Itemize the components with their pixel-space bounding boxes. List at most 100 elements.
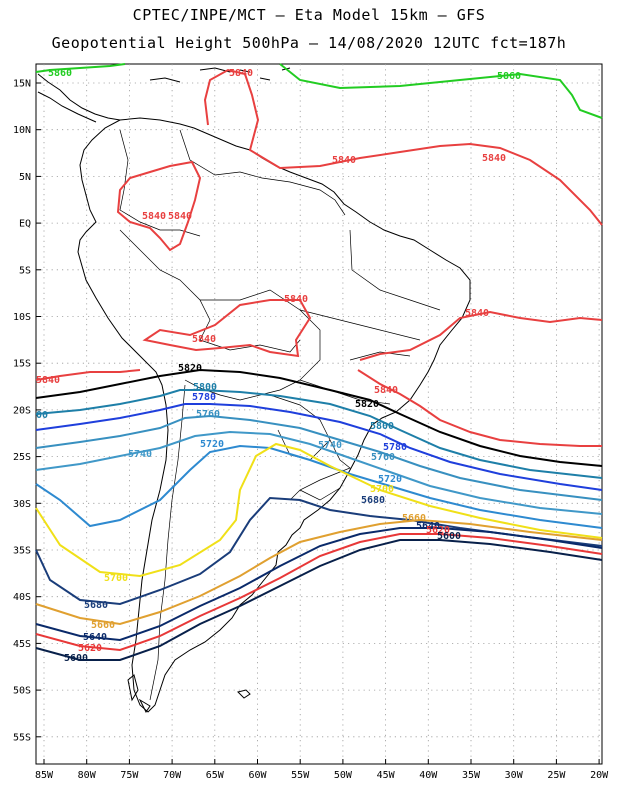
contour-5840-central bbox=[142, 299, 312, 358]
contour-5840-east bbox=[359, 310, 603, 361]
label-5760-west: 5760 bbox=[196, 409, 220, 420]
label-5820-east: 5820 bbox=[355, 399, 379, 410]
label-5840-pacific: 5840 bbox=[36, 375, 60, 386]
label-5740-west: 5740 bbox=[128, 449, 152, 460]
lat-label: EQ bbox=[19, 219, 31, 230]
label-5720-west: 5720 bbox=[200, 439, 224, 450]
label-5640-west: 5640 bbox=[83, 632, 107, 643]
lat-label: 10N bbox=[13, 125, 31, 136]
lat-label: 30S bbox=[13, 499, 31, 510]
contour-5840-north bbox=[203, 68, 603, 226]
south-america-coastline bbox=[77, 117, 471, 713]
label-5860-west: 5860 bbox=[48, 68, 72, 79]
caribbean-islands bbox=[149, 67, 291, 83]
label-5640-east: 5640 bbox=[416, 521, 440, 532]
lon-label: 75W bbox=[120, 770, 139, 781]
contour-5600 bbox=[35, 539, 603, 661]
lat-label: 15S bbox=[13, 359, 31, 370]
label-5840-bolivia: 5840 bbox=[192, 334, 216, 345]
lat-label: 25S bbox=[13, 452, 31, 463]
lon-label: 85W bbox=[35, 770, 54, 781]
longitude-labels: 85W 80W 75W 70W 65W 60W 55W 50W 45W 40W 35W 30W 25W 2… bbox=[35, 770, 609, 781]
lon-label: 70W bbox=[163, 770, 182, 781]
border-brazil-states bbox=[299, 229, 441, 405]
lat-label: 45S bbox=[13, 639, 31, 650]
label-5700-east: 5700 bbox=[370, 484, 394, 495]
label-5660-west: 5660 bbox=[91, 620, 115, 631]
contour-5860-north bbox=[279, 63, 603, 119]
contour-5720 bbox=[35, 444, 603, 529]
label-5680-east: 5680 bbox=[361, 495, 385, 506]
label-5760-east: 5760 bbox=[371, 452, 395, 463]
contour-5660 bbox=[35, 518, 603, 626]
label-5840-guianas: 5840 bbox=[332, 155, 356, 166]
contour-5780 bbox=[35, 403, 603, 491]
axis-ticks bbox=[36, 82, 600, 764]
contour-5860-west bbox=[35, 63, 126, 73]
contour-5840-amazon bbox=[116, 160, 202, 252]
contour-5740 bbox=[35, 430, 603, 515]
label-5860-east: 5860 bbox=[497, 71, 521, 82]
label-5840-amazon-b: 5840 bbox=[168, 211, 192, 222]
label-5740-central: 5740 bbox=[318, 440, 342, 451]
height-contours bbox=[35, 63, 603, 661]
label-5840-brazil: 5840 bbox=[284, 294, 308, 305]
lon-label: 25W bbox=[547, 770, 566, 781]
lon-label: 40W bbox=[419, 770, 438, 781]
label-5840-southeast: 5840 bbox=[374, 385, 398, 396]
lon-label: 60W bbox=[248, 770, 267, 781]
border-colombia bbox=[119, 129, 241, 237]
contour-5840-southeast bbox=[357, 369, 602, 447]
label-5700-west: 5700 bbox=[104, 573, 128, 584]
lon-label: 35W bbox=[462, 770, 481, 781]
lon-label: 50W bbox=[334, 770, 353, 781]
lon-label: 45W bbox=[377, 770, 396, 781]
falkland-islands bbox=[237, 689, 251, 699]
label-5840-amazon-a: 5840 bbox=[142, 211, 166, 222]
label-5840-atlantic: 5840 bbox=[482, 153, 506, 164]
central-america-coastline bbox=[37, 73, 121, 123]
label-5780-east: 5780 bbox=[383, 442, 407, 453]
label-5800-west: 5800 bbox=[193, 382, 217, 393]
label-5820-west: 5820 bbox=[178, 363, 202, 374]
lat-label: 50S bbox=[13, 686, 31, 697]
latitude-labels: 15N 10N 5N EQ 5S 10S 15S 20S 25S 30S 35S 40S 45S 50S 5… bbox=[13, 79, 31, 744]
lat-label: 55S bbox=[13, 732, 31, 743]
border-argentina-brazil bbox=[289, 439, 351, 501]
lat-label: 10S bbox=[13, 312, 31, 323]
label-5840-caribbean: 5840 bbox=[229, 68, 253, 79]
chile-islands bbox=[127, 674, 151, 713]
label-5600-west: 5600 bbox=[64, 653, 88, 664]
label-5660-east: 5660 bbox=[402, 513, 426, 524]
lon-label: 65W bbox=[206, 770, 225, 781]
label-5840-east-coast: 5840 bbox=[465, 308, 489, 319]
border-venezuela-brazil bbox=[239, 171, 346, 216]
lon-label: 55W bbox=[291, 770, 310, 781]
contour-5800 bbox=[35, 389, 603, 479]
coastline bbox=[37, 67, 471, 713]
contour-5700 bbox=[35, 442, 603, 578]
contour-labels: 5860 5860 5840 5840 5840 5840 5840 5840 … bbox=[36, 68, 521, 664]
contour-5760 bbox=[35, 414, 603, 501]
label-5720-east: 5720 bbox=[378, 474, 402, 485]
lat-label: 5N bbox=[19, 172, 31, 183]
label-5620-west: 5620 bbox=[78, 643, 102, 654]
label-5680-west: 5680 bbox=[84, 600, 108, 611]
lat-label: 35S bbox=[13, 546, 31, 557]
lat-label: 15N bbox=[13, 79, 31, 90]
contour-5640 bbox=[35, 527, 603, 642]
label-5800-east: 5800 bbox=[370, 421, 394, 432]
country-borders bbox=[119, 129, 441, 701]
contour-5620 bbox=[35, 533, 603, 652]
label-5620-east: 5620 bbox=[426, 525, 450, 536]
lon-label: 80W bbox=[78, 770, 97, 781]
lon-label: 30W bbox=[505, 770, 524, 781]
lon-label: 20W bbox=[590, 770, 609, 781]
lat-label: 5S bbox=[19, 265, 31, 276]
map-subtitle: Geopotential Height 500hPa – 14/08/2020 … bbox=[51, 34, 567, 52]
contour-5820 bbox=[35, 368, 603, 467]
contour-5680 bbox=[35, 496, 603, 606]
lat-label: 40S bbox=[13, 592, 31, 603]
border-uruguay bbox=[299, 487, 341, 501]
